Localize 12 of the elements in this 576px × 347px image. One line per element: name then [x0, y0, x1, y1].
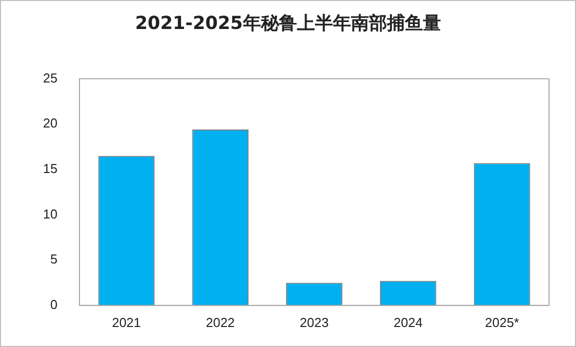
x-tick-label: 2023: [300, 314, 329, 330]
y-tick-label: 0: [50, 296, 58, 312]
y-tick-label: 5: [50, 252, 58, 267]
y-tick-label: 20: [42, 116, 58, 131]
y-tick-label: 10: [42, 206, 58, 222]
x-tick-label: 2022: [206, 314, 235, 330]
x-tick-label: 2025*: [485, 314, 520, 330]
x-tick-label: 2021: [112, 314, 141, 330]
y-tick-label: 25: [42, 70, 58, 86]
chart-title: 2021-2025年秘鲁上半年南部捕鱼量: [134, 12, 442, 35]
y-tick-label: 15: [42, 161, 58, 176]
x-tick-label: 2024: [394, 314, 423, 330]
